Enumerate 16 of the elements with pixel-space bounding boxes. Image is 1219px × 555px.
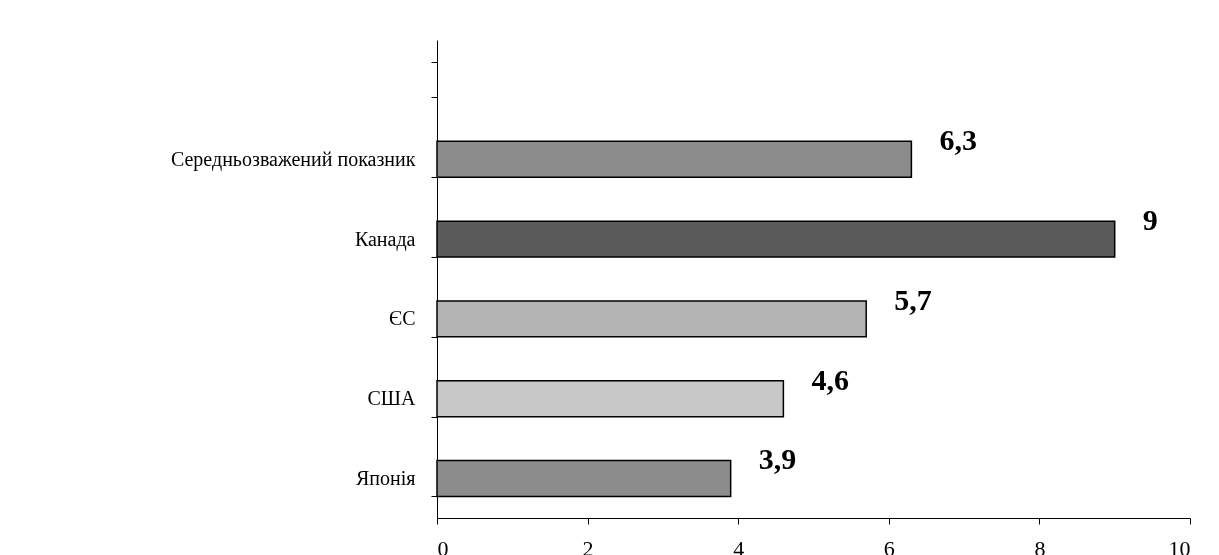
x-tick-label: 2: [582, 535, 594, 555]
y-tick-label: Середньозважений показник: [170, 147, 416, 171]
y-tick-label: США: [367, 387, 417, 410]
y-tick-label: Канада: [354, 227, 416, 251]
x-tick-label: 10: [1168, 535, 1191, 555]
x-tick-label: 0: [437, 535, 449, 555]
data-label: 3,9: [758, 442, 797, 476]
data-label: 4,6: [811, 362, 849, 396]
data-label: 9: [1142, 203, 1158, 237]
data-label: 5,7: [894, 282, 932, 316]
y-tick-label: ЄС: [388, 307, 416, 330]
x-tick-label: 4: [733, 535, 745, 555]
y-tick-label: Японія: [355, 467, 416, 489]
x-tick-label: 8: [1034, 535, 1046, 555]
x-tick-label: 6: [883, 535, 895, 555]
data-label: 6,3: [939, 123, 977, 157]
